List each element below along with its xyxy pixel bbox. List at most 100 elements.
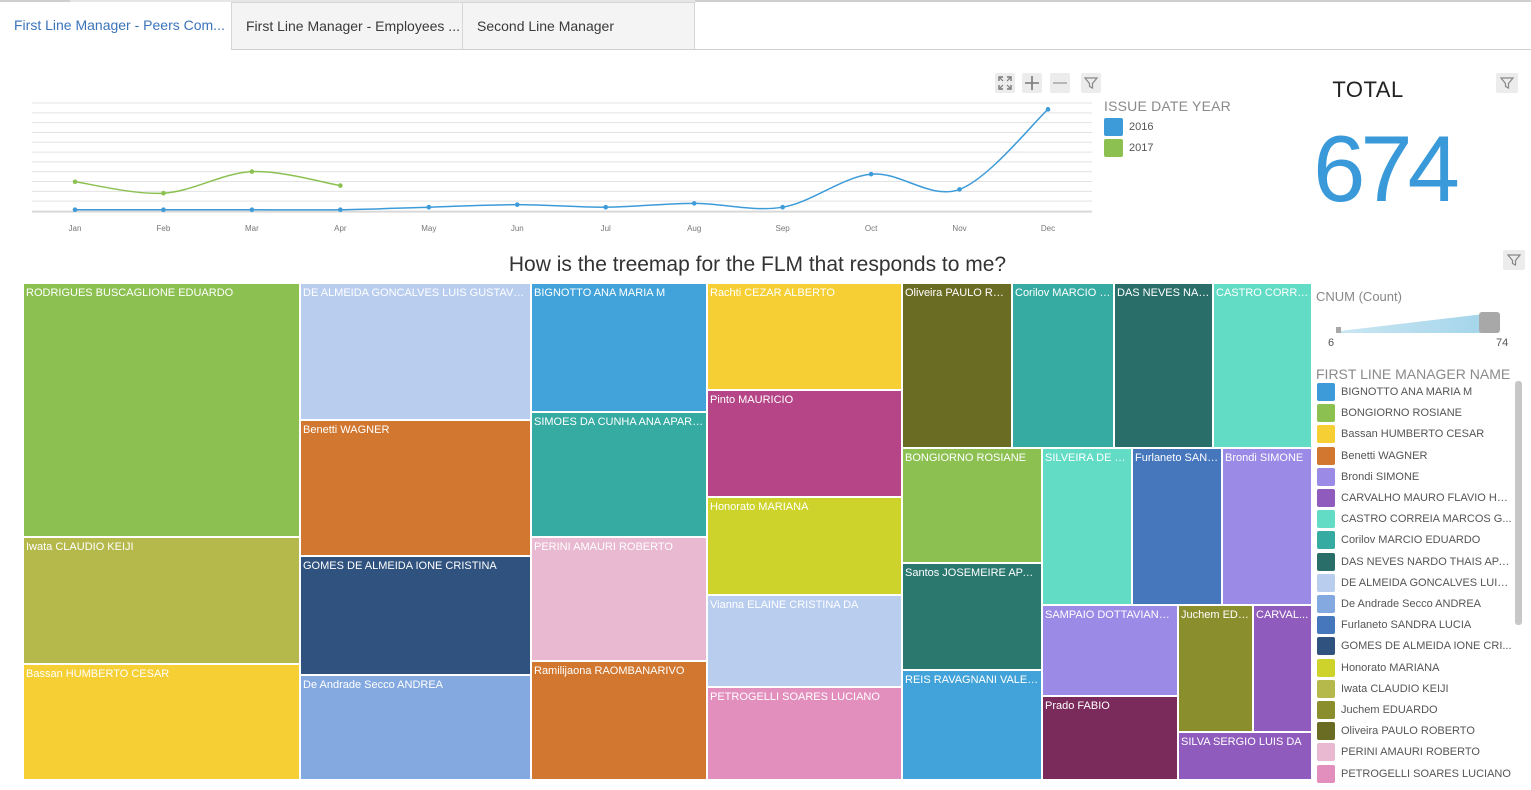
flm-legend-item[interactable]: CASTRO CORREIA MARCOS G...: [1316, 510, 1512, 529]
flm-legend-item[interactable]: CARVALHO MAURO FLAVIO HE...: [1316, 489, 1512, 507]
flm-legend-item[interactable]: Honorato MARIANA: [1316, 658, 1512, 677]
flm-legend-item[interactable]: PERINI AMAURI ROBERTO: [1316, 743, 1512, 762]
treemap-cell[interactable]: PETROGELLI SOARES LUCIANO: [707, 687, 902, 780]
flm-legend-item[interactable]: BONGIORNO ROSIANE: [1316, 404, 1512, 423]
flm-legend-item[interactable]: GOMES DE ALMEIDA IONE CRI...: [1316, 637, 1512, 656]
treemap-cell[interactable]: Corilov MARCIO E...: [1012, 283, 1114, 448]
treemap-cell[interactable]: Oliveira PAULO RO...: [902, 283, 1012, 448]
treemap-cell-label: GOMES DE ALMEIDA IONE CRISTINA: [303, 560, 497, 572]
treemap-cell-label: SAMPAIO DOTTAVIANO ...: [1045, 609, 1175, 621]
data-point-2016: [249, 207, 255, 213]
filter-icon[interactable]: [1496, 73, 1518, 93]
zoom-out-icon[interactable]: [1050, 73, 1070, 93]
treemap-cell-label: Pinto MAURICIO: [710, 394, 794, 406]
data-point-2016: [603, 204, 609, 210]
legend-swatch: [1317, 743, 1335, 762]
treemap-cell[interactable]: BONGIORNO ROSIANE: [902, 448, 1042, 563]
treemap-cell[interactable]: SIMOES DA CUNHA ANA APARE...: [531, 412, 707, 537]
filter-icon[interactable]: [1503, 250, 1525, 270]
treemap-cell[interactable]: De Andrade Secco ANDREA: [300, 675, 531, 780]
flm-legend-item[interactable]: Iwata CLAUDIO KEIJI: [1316, 679, 1512, 698]
flm-legend-item[interactable]: De Andrade Secco ANDREA: [1316, 595, 1512, 613]
x-tick-label: Nov: [952, 224, 966, 233]
treemap-cell[interactable]: DE ALMEIDA GONCALVES LUIS GUSTAVO A: [300, 283, 531, 420]
flm-legend-label: Brondi SIMONE: [1341, 470, 1420, 483]
fit-screen-icon[interactable]: [995, 73, 1015, 93]
flm-legend-item[interactable]: DE ALMEIDA GONCALVES LUIS...: [1316, 573, 1512, 592]
treemap-cell[interactable]: BIGNOTTO ANA MARIA M: [531, 283, 707, 412]
treemap-cell[interactable]: CASTRO CORRE...: [1213, 283, 1312, 448]
treemap-cell[interactable]: RODRIGUES BUSCAGLIONE EDUARDO: [23, 283, 300, 537]
flm-legend-item[interactable]: Brondi SIMONE: [1316, 467, 1512, 486]
flm-legend-item[interactable]: Corilov MARCIO EDUARDO: [1316, 531, 1512, 550]
treemap-cell[interactable]: Ramilijaona RAOMBANARIVO: [531, 661, 707, 780]
tab-first-line-manager-employees[interactable]: First Line Manager - Employees ...: [231, 2, 463, 49]
data-point-2016: [338, 207, 343, 213]
treemap-cell[interactable]: GOMES DE ALMEIDA IONE CRISTINA: [300, 556, 531, 675]
data-point-2016: [780, 204, 785, 210]
treemap-cell[interactable]: Furlaneto SAND...: [1132, 448, 1222, 605]
treemap-cell-label: PETROGELLI SOARES LUCIANO: [710, 691, 880, 703]
flm-legend-item[interactable]: Bassan HUMBERTO CESAR: [1316, 425, 1512, 444]
treemap-cell[interactable]: CARVAL...: [1253, 605, 1312, 732]
data-point-2016: [514, 202, 520, 207]
treemap-cell[interactable]: Pinto MAURICIO: [707, 390, 902, 497]
treemap-cell[interactable]: Iwata CLAUDIO KEIJI: [23, 537, 300, 664]
flm-legend-label: DAS NEVES NARDO THAIS APA...: [1341, 555, 1512, 568]
data-point-2016: [426, 204, 432, 210]
flm-legend-label: BONGIORNO ROSIANE: [1341, 407, 1463, 420]
flm-legend-item[interactable]: Juchem EDUARDO: [1316, 701, 1512, 719]
flm-legend-label: GOMES DE ALMEIDA IONE CRI...: [1341, 640, 1512, 653]
flm-legend-item[interactable]: Furlaneto SANDRA LUCIA: [1316, 616, 1512, 635]
flm-legend-item[interactable]: Benetti WAGNER: [1316, 446, 1512, 465]
flm-legend-item[interactable]: BIGNOTTO ANA MARIA M: [1316, 383, 1512, 401]
treemap-cell[interactable]: Brondi SIMONE: [1222, 448, 1312, 605]
flm-legend-label: PETROGELLI SOARES LUCIANO: [1341, 767, 1511, 780]
treemap-cell[interactable]: Benetti WAGNER: [300, 420, 531, 556]
treemap-cell-label: Santos JOSEMEIRE APAR...: [905, 567, 1039, 579]
x-tick-label: Jun: [511, 224, 524, 233]
treemap-cell[interactable]: Rachti CEZAR ALBERTO: [707, 283, 902, 390]
flm-legend-title: FIRST LINE MANAGER NAME: [1316, 366, 1511, 382]
zoom-in-icon[interactable]: [1022, 73, 1042, 93]
legend-swatch: [1317, 531, 1335, 550]
treemap-cell-label: Vianna ELAINE CRISTINA DA: [710, 599, 859, 611]
treemap-cell[interactable]: DAS NEVES NAR...: [1114, 283, 1213, 448]
treemap-cell[interactable]: Prado FABIO: [1042, 696, 1178, 780]
treemap-cell-label: Ramilijaona RAOMBANARIVO: [534, 665, 685, 677]
legend-swatch: [1317, 467, 1335, 486]
treemap-cell-label: BIGNOTTO ANA MARIA M: [534, 287, 666, 299]
legend-label: 2016: [1129, 121, 1154, 133]
treemap-cell-label: DAS NEVES NAR...: [1117, 287, 1210, 299]
treemap-cell[interactable]: PERINI AMAURI ROBERTO: [531, 537, 707, 661]
flm-legend-item[interactable]: DAS NEVES NARDO THAIS APA...: [1316, 552, 1512, 571]
treemap-cell[interactable]: Juchem EDU...: [1178, 605, 1253, 732]
treemap-cell[interactable]: SILVEIRA DE F...: [1042, 448, 1132, 605]
treemap-cell-label: Corilov MARCIO E...: [1015, 287, 1111, 299]
treemap-cell[interactable]: Vianna ELAINE CRISTINA DA: [707, 595, 902, 687]
treemap-cell[interactable]: SAMPAIO DOTTAVIANO ...: [1042, 605, 1178, 696]
tab-second-line-manager[interactable]: Second Line Manager: [462, 2, 695, 49]
treemap-cell[interactable]: Santos JOSEMEIRE APAR...: [902, 563, 1042, 670]
tab-first-line-manager-peers[interactable]: First Line Manager - Peers Com...: [0, 2, 231, 50]
treemap-cell[interactable]: REIS RAVAGNANI VALERIA: [902, 670, 1042, 780]
treemap-cell-label: SILVEIRA DE F...: [1045, 452, 1129, 464]
data-point-2016: [161, 207, 166, 213]
treemap-cell[interactable]: Bassan HUMBERTO CESAR: [23, 664, 300, 780]
flm-legend-label: Iwata CLAUDIO KEIJI: [1341, 682, 1449, 695]
filter-icon[interactable]: [1081, 73, 1101, 93]
treemap-cell-label: Benetti WAGNER: [303, 424, 390, 436]
flm-legend-item[interactable]: Oliveira PAULO ROBERTO: [1316, 722, 1512, 741]
legend-swatch: [1317, 595, 1335, 613]
flm-legend-label: Bassan HUMBERTO CESAR: [1341, 428, 1485, 441]
flm-legend-label: Benetti WAGNER: [1341, 449, 1428, 462]
tab-top-line: [0, 0, 1531, 2]
treemap-cell-label: Honorato MARIANA: [710, 501, 809, 513]
treemap-cell[interactable]: SILVA SERGIO LUIS DA: [1178, 732, 1312, 780]
flm-legend-label: De Andrade Secco ANDREA: [1341, 598, 1482, 610]
flm-legend-item[interactable]: PETROGELLI SOARES LUCIANO: [1316, 764, 1512, 783]
legend-swatch: [1317, 425, 1335, 444]
treemap-cell[interactable]: Honorato MARIANA: [707, 497, 902, 595]
legend-scrollbar[interactable]: [1515, 381, 1522, 625]
